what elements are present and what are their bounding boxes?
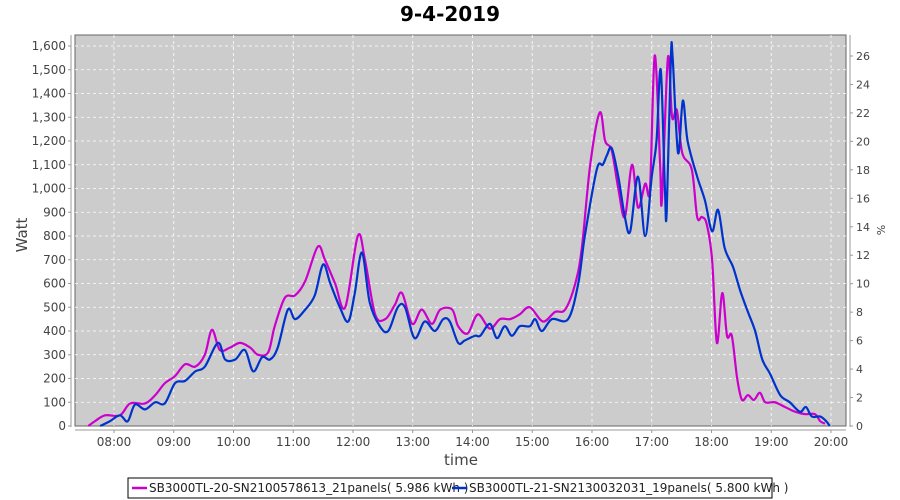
y-right-tick-label: 12 (856, 249, 870, 262)
y-tick-label: 800 (43, 229, 66, 243)
y-right-tick-label: 6 (856, 335, 863, 348)
y-tick-label: 400 (43, 324, 66, 338)
x-tick-label: 19:00 (754, 435, 789, 449)
y-tick-label: 200 (43, 372, 66, 386)
x-tick-label: 13:00 (395, 435, 430, 449)
y-tick-label: 700 (43, 253, 66, 267)
y-tick-label: 1,000 (32, 182, 66, 196)
y-tick-label: 1,100 (32, 158, 66, 172)
y-right-tick-label: 2 (856, 392, 863, 405)
y-right-tick-label: 8 (856, 306, 863, 319)
y-right-tick-label: 18 (856, 164, 870, 177)
x-tick-label: 16:00 (575, 435, 610, 449)
series-lines (87, 41, 831, 427)
y-axis-right-label: % (874, 225, 887, 235)
y-right-tick-label: 16 (856, 192, 870, 205)
x-axis: 08:00 09:00 10:00 11:00 12:00 13:00 14:00 15:00… (75, 429, 849, 449)
y-tick-label: 0 (58, 419, 66, 433)
y-right-tick-label: 20 (856, 135, 870, 148)
x-tick-label: 08:00 (97, 435, 132, 449)
x-tick-label: 14:00 (455, 435, 490, 449)
legend-label-0: SB3000TL-20-SN2100578613_21panels( 5.986… (149, 481, 468, 495)
legend-label-1: SB3000TL-21-SN2130032031_19panels( 5.800… (469, 481, 788, 495)
legend-box (127, 477, 773, 499)
x-tick-label: 11:00 (276, 435, 311, 449)
chart-title: 9-4-2019 (400, 2, 500, 26)
legend: SB3000TL-20-SN2100578613_21panels( 5.986… (127, 477, 788, 499)
x-axis-label: time (444, 451, 478, 469)
x-tick-label: 20:00 (814, 435, 849, 449)
x-tick-label: 18:00 (694, 435, 729, 449)
y-tick-label: 900 (43, 205, 66, 219)
y-right-tick-label: 24 (856, 78, 870, 91)
y-tick-label: 100 (43, 395, 66, 409)
y-right-tick-label: 4 (856, 363, 863, 376)
plot-area (74, 34, 847, 427)
y-right-tick-label: 10 (856, 278, 870, 291)
y-tick-label: 1,200 (32, 134, 66, 148)
y-axis-left: 0 100 200 300 400 500 600 700 800 900 1,000 1,100 1,… (32, 35, 72, 433)
x-tick-label: 09:00 (156, 435, 191, 449)
y-axis-label: Watt (13, 217, 31, 252)
x-tick-label: 17:00 (634, 435, 669, 449)
y-tick-label: 1,300 (32, 110, 66, 124)
x-tick-label: 15:00 (515, 435, 550, 449)
y-right-tick-label: 26 (856, 50, 870, 63)
y-tick-label: 1,400 (32, 87, 66, 101)
y-tick-label: 500 (43, 300, 66, 314)
y-right-tick-label: 0 (856, 420, 863, 433)
y-tick-label: 1,600 (32, 39, 66, 53)
y-right-tick-label: 14 (856, 221, 870, 234)
x-tick-label: 10:00 (216, 435, 251, 449)
series-line-1 (99, 41, 831, 427)
y-right-tick-label: 22 (856, 107, 870, 120)
series-line-0 (87, 54, 826, 427)
y-tick-label: 300 (43, 348, 66, 362)
y-tick-label: 600 (43, 277, 66, 291)
x-tick-label: 12:00 (336, 435, 371, 449)
y-tick-label: 1,500 (32, 63, 66, 77)
